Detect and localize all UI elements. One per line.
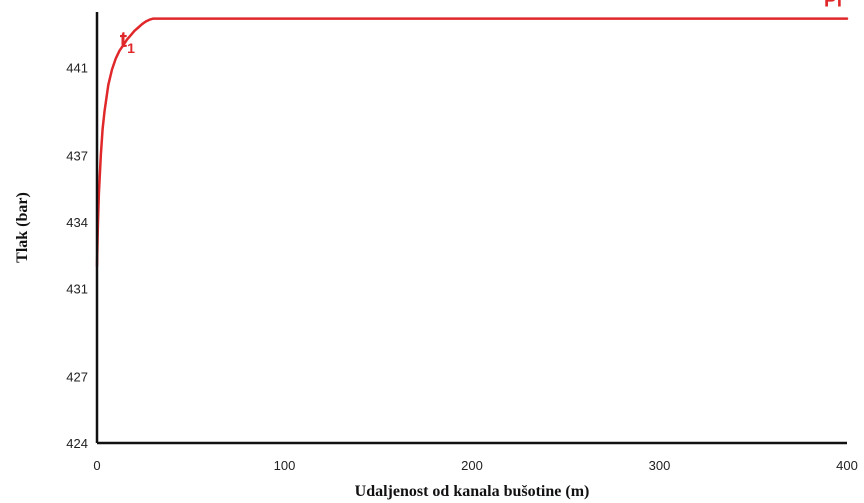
annotations: t1 Pi xyxy=(120,0,842,56)
y-axis-label: Tlak (bar) xyxy=(14,192,31,263)
y-tick-label: 431 xyxy=(66,281,88,296)
time-annotation: t1 xyxy=(120,27,135,56)
y-tick-label: 437 xyxy=(66,149,88,164)
y-tick-label: 434 xyxy=(66,215,88,230)
series-label: Pi xyxy=(824,0,842,12)
x-tick-label: 200 xyxy=(461,458,483,473)
y-tick-label: 427 xyxy=(66,370,88,385)
y-tick-label: 424 xyxy=(66,436,88,451)
x-ticks: 0 100 200 300 400 xyxy=(93,458,857,473)
x-tick-label: 300 xyxy=(649,458,671,473)
x-tick-label: 0 xyxy=(93,458,100,473)
x-tick-label: 100 xyxy=(274,458,296,473)
y-ticks: 424 427 431 434 437 441 xyxy=(66,60,88,451)
plot-area xyxy=(95,17,849,268)
x-tick-label: 400 xyxy=(836,458,858,473)
x-axis-label: Udaljenost od kanala bušotine (m) xyxy=(355,483,590,500)
axes xyxy=(95,12,847,445)
series-line xyxy=(95,17,849,268)
y-tick-label: 441 xyxy=(66,60,88,75)
